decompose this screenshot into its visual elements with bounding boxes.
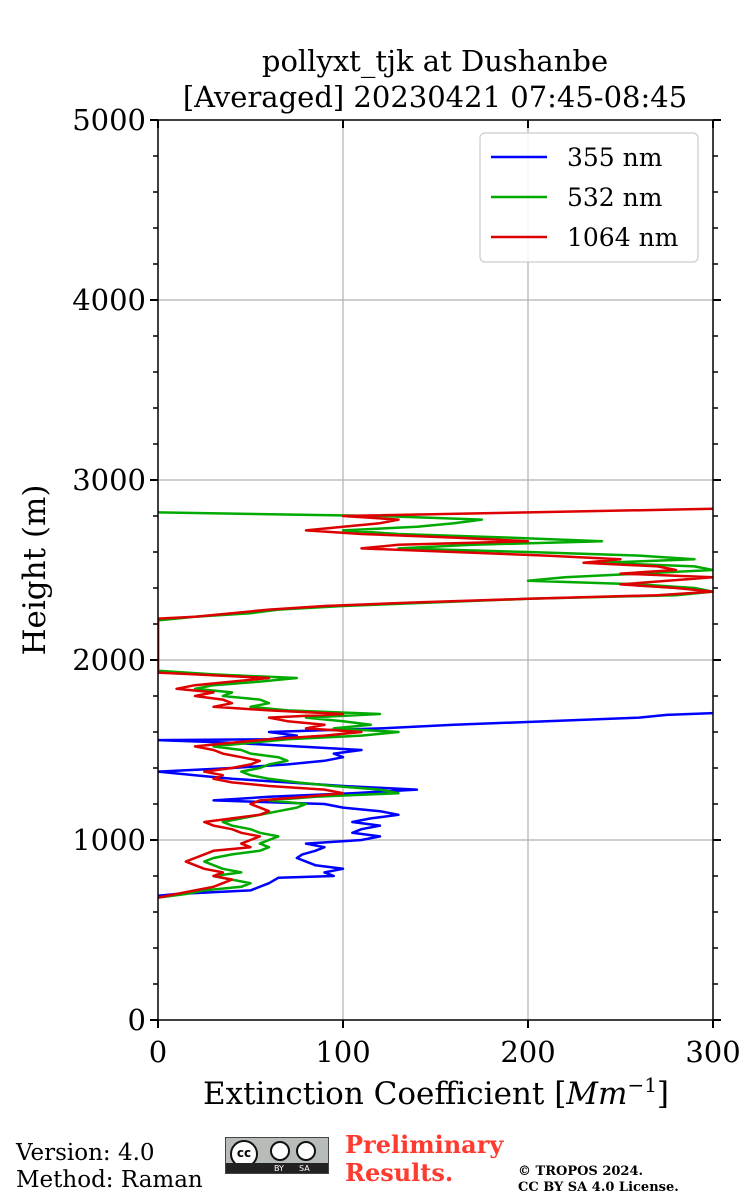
by-label: BY: [274, 1164, 284, 1173]
method-text: Method: Raman: [16, 1167, 203, 1193]
x-axis-label: Extinction Coefficient [Mm−1]: [203, 1073, 669, 1112]
x-axis-label-unit: Mm: [565, 1076, 627, 1112]
x-tick-label: 0: [149, 1035, 167, 1069]
preliminary-line-1: Preliminary: [345, 1130, 504, 1159]
series-line-3: [158, 507, 713, 899]
plot-frame: [157, 119, 714, 1021]
chart-title-line-1: pollyxt_tjk at Dushanbe: [262, 44, 608, 79]
cc-badge-bar: BY SA: [226, 1163, 328, 1173]
cc-logo-text: cc: [236, 1146, 252, 1160]
series-lines: [158, 507, 713, 899]
series-line-1: [158, 711, 713, 898]
x-tick-label: 100: [315, 1035, 370, 1069]
preliminary-line-2: Results.: [345, 1158, 454, 1187]
legend-label-2: 532 nm: [567, 183, 663, 212]
by-attribution-icon: [270, 1141, 290, 1161]
y-tick-label: 0: [128, 1003, 146, 1037]
y-axis-label: Height (m): [17, 485, 53, 656]
x-axis-label-text: Extinction Coefficient [: [203, 1076, 566, 1112]
y-tick-label: 2000: [72, 643, 146, 677]
x-axis-label-exponent: −1: [627, 1073, 656, 1097]
x-tick-label: 300: [685, 1035, 740, 1069]
copyright-line-1: © TROPOS 2024.: [518, 1164, 644, 1179]
legend-label-3: 1064 nm: [567, 223, 679, 252]
y-tick-label: 4000: [72, 283, 146, 317]
preliminary-results-note: Preliminary Results.: [345, 1131, 503, 1187]
cc-license-badge: cc BY SA: [225, 1137, 329, 1174]
legend-box: [479, 132, 699, 263]
version-text: Version: 4.0: [16, 1140, 155, 1166]
series-line-2: [158, 511, 713, 899]
copyright-note: © TROPOS 2024. CC BY SA 4.0 License.: [518, 1164, 679, 1196]
sa-label: SA: [299, 1164, 310, 1173]
y-tick-label: 3000: [72, 463, 146, 497]
sa-sharealike-icon: [296, 1141, 316, 1161]
chart-title-line-2: [Averaged] 20230421 07:45-08:45: [183, 80, 687, 114]
copyright-line-2: CC BY SA 4.0 License.: [518, 1180, 679, 1195]
y-tick-label: 1000: [72, 823, 146, 857]
legend-label-1: 355 nm: [567, 143, 663, 172]
x-axis-label-close: ]: [657, 1076, 669, 1112]
legend: 355 nm 532 nm 1064 nm: [479, 132, 699, 263]
x-tick-label: 200: [500, 1035, 555, 1069]
y-tick-label: 5000: [72, 103, 146, 137]
